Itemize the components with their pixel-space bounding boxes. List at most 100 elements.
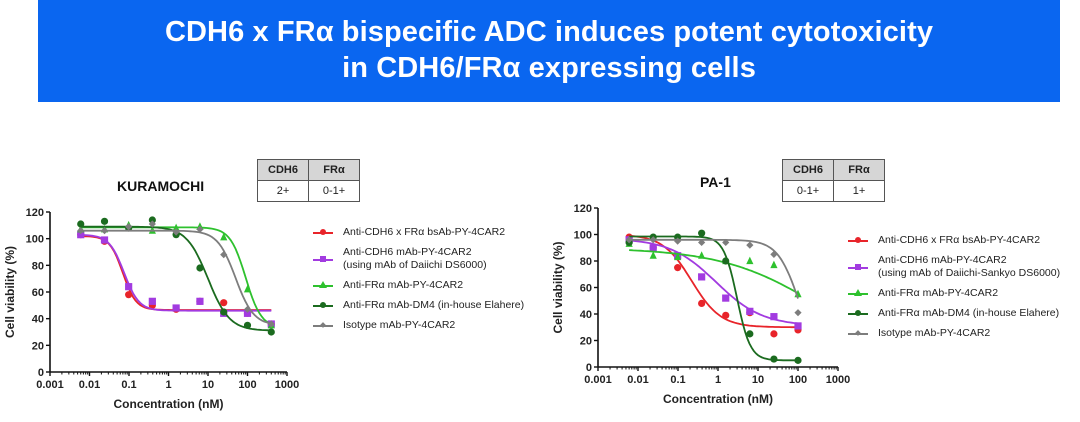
x-tick-label: 100 xyxy=(789,374,807,386)
legend-label: Anti-FRα mAb-PY-4CAR2 xyxy=(878,287,999,299)
data-point-diamond xyxy=(770,250,778,258)
x-tick-label: 1000 xyxy=(275,379,299,391)
data-point-square xyxy=(125,283,133,291)
data-point-triangle xyxy=(243,284,252,293)
title-banner: CDH6 x FRα bispecific ADC induces potent… xyxy=(38,0,1060,102)
x-tick-label: 0.01 xyxy=(79,379,100,391)
data-point-circle xyxy=(770,355,778,363)
y-tick-label: 120 xyxy=(574,203,592,215)
data-point-square xyxy=(77,231,85,239)
table-value-fra: 0-1+ xyxy=(308,180,360,202)
y-tick-label: 0 xyxy=(38,367,44,379)
fit-curve xyxy=(80,234,272,312)
data-point-circle xyxy=(100,217,109,225)
title-line-1: CDH6 x FRα bispecific ADC induces potent… xyxy=(164,16,934,48)
data-point-circle xyxy=(698,229,706,237)
x-axis-label: Concentration (nM) xyxy=(114,397,224,411)
kuramochi-legend: Anti-CDH6 x FRα bsAb-PY-4CAR2 Anti-CDH6 m… xyxy=(313,226,524,339)
table-header-fra: FRα xyxy=(308,159,360,181)
fit-curve xyxy=(629,238,799,299)
data-point-square xyxy=(649,244,657,252)
fit-curve xyxy=(629,249,799,294)
data-point-square xyxy=(770,313,778,321)
x-tick-label: 0.1 xyxy=(670,374,685,386)
data-point-diamond xyxy=(674,237,682,245)
legend-item: Anti-FRα mAb-PY-4CAR2 xyxy=(313,279,524,292)
x-tick-label: 0.01 xyxy=(627,374,648,386)
y-tick-label: 100 xyxy=(26,234,44,246)
legend-swatch-icon xyxy=(848,307,868,320)
data-point-circle xyxy=(125,291,133,299)
data-point-circle xyxy=(794,356,802,364)
y-tick-label: 40 xyxy=(32,314,44,326)
data-point-circle xyxy=(220,308,228,316)
data-point-diamond xyxy=(746,241,754,249)
y-tick-label: 20 xyxy=(580,336,592,348)
data-point-diamond xyxy=(148,220,156,228)
data-point-triangle xyxy=(220,232,228,241)
fit-curve xyxy=(80,235,272,311)
legend-item: Isotype mAb-PY-4CAR2 xyxy=(848,327,1060,340)
data-point-square xyxy=(722,294,730,302)
table-value-fra: 1+ xyxy=(833,180,885,202)
fit-curve xyxy=(629,234,798,329)
data-point-triangle xyxy=(674,252,682,261)
legend-label: Isotype mAb-PY-4CAR2 xyxy=(343,319,456,331)
title-line-2: in CDH6/FRα expressing cells xyxy=(342,52,756,84)
data-point-triangle xyxy=(698,251,706,259)
y-tick-label: 20 xyxy=(32,340,44,352)
legend-swatch-icon xyxy=(313,226,333,239)
x-tick-label: 1 xyxy=(165,379,171,391)
legend-label: Anti-CDH6 x FRα bsAb-PY-4CAR2 xyxy=(878,234,1041,246)
y-tick-label: 40 xyxy=(580,309,592,321)
pa1-expression-table: CDH6 FRα 0-1+ 1+ xyxy=(782,159,885,202)
pa1-legend: Anti-CDH6 x FRα bsAb-PY-4CAR2 Anti-CDH6 m… xyxy=(848,234,1060,347)
data-point-diamond xyxy=(649,236,657,244)
data-point-diamond xyxy=(100,227,109,235)
fit-curve xyxy=(629,239,799,325)
data-point-circle xyxy=(722,311,730,319)
x-axis-label: Concentration (nM) xyxy=(663,392,773,406)
series xyxy=(77,220,275,328)
x-tick-label: 10 xyxy=(752,374,764,386)
data-point-diamond xyxy=(625,236,633,244)
legend-item: Anti-CDH6 mAb-PY-4CAR2 (using mAb of Dai… xyxy=(848,254,1060,280)
data-point-diamond xyxy=(698,238,706,247)
legend-item: Isotype mAb-PY-4CAR2 xyxy=(313,319,524,332)
legend-label: Anti-CDH6 mAb-PY-4CAR2 (using mAb of Dai… xyxy=(343,246,487,271)
legend-item: Anti-FRα mAb-PY-4CAR2 xyxy=(848,287,1060,300)
legend-item: Anti-FRα mAb-DM4 (in-house Elahere) xyxy=(313,299,524,312)
x-tick-label: 0.001 xyxy=(584,374,612,386)
legend-label: Anti-FRα mAb-DM4 (in-house Elahere) xyxy=(343,299,525,311)
data-point-circle xyxy=(674,264,682,272)
legend-item: Anti-CDH6 x FRα bsAb-PY-4CAR2 xyxy=(848,234,1060,247)
y-tick-label: 80 xyxy=(580,256,592,268)
data-point-diamond xyxy=(794,309,802,317)
data-point-circle xyxy=(148,216,156,224)
table-value-cdh6: 2+ xyxy=(257,180,309,202)
data-point-square xyxy=(148,297,156,305)
kuramochi-expression-table: CDH6 FRα 2+ 0-1+ xyxy=(257,159,360,202)
legend-swatch-icon xyxy=(848,327,868,340)
y-tick-label: 100 xyxy=(574,230,592,242)
data-point-circle xyxy=(698,299,706,307)
data-point-circle xyxy=(267,328,275,336)
data-point-square xyxy=(196,297,204,305)
y-axis-label: Cell viability (%) xyxy=(3,246,17,338)
x-tick-label: 10 xyxy=(202,379,214,391)
data-point-circle xyxy=(196,264,204,272)
data-point-diamond xyxy=(267,320,275,328)
y-axis-label: Cell viability (%) xyxy=(551,241,565,333)
data-point-triangle xyxy=(649,251,657,259)
x-tick-label: 1000 xyxy=(826,374,850,386)
data-point-diamond xyxy=(125,223,133,231)
data-point-square xyxy=(794,322,802,330)
legend-swatch-icon xyxy=(313,279,333,292)
legend-label: Anti-FRα mAb-PY-4CAR2 xyxy=(343,279,464,291)
data-point-square xyxy=(172,304,180,312)
y-tick-label: 60 xyxy=(32,287,44,299)
table-header-cdh6: CDH6 xyxy=(257,159,309,181)
data-point-circle xyxy=(746,330,754,338)
data-point-square xyxy=(243,309,252,317)
